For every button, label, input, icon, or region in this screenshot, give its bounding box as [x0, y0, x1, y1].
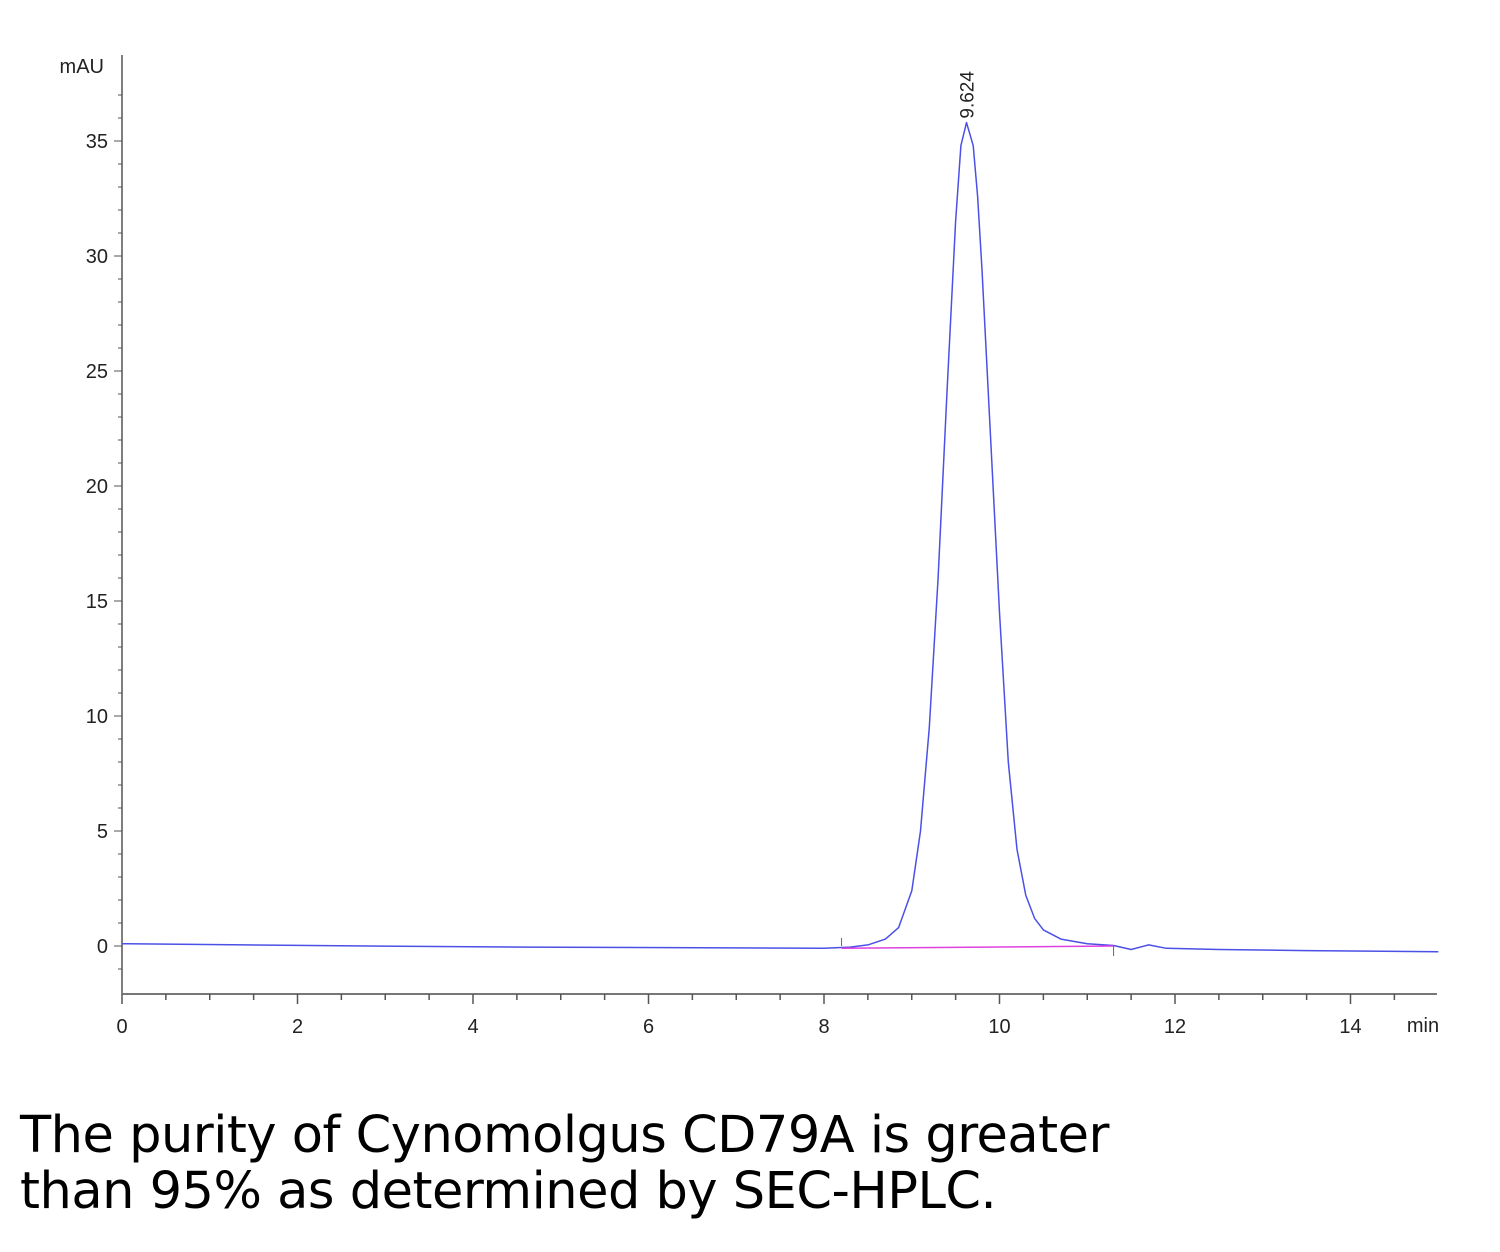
- x-tick-label: 2: [292, 1016, 303, 1038]
- chart-plot-area: 9.624: [121, 71, 1439, 956]
- figure-caption: The purity of Cynomolgus CD79A is greate…: [20, 1108, 1420, 1220]
- x-tick-label: 0: [116, 1016, 127, 1038]
- x-tick-label: 8: [818, 1016, 829, 1038]
- y-tick-label: 5: [97, 821, 108, 843]
- peak-label: 9.624: [958, 71, 979, 119]
- x-tick-label: 4: [467, 1016, 478, 1038]
- chromatogram-chart: 0 5 10 15 20 25 30 35 0 2 4 6 8 10 12 14 9.624 mAU min: [60, 55, 1439, 1038]
- caption-line-1: The purity of Cynomolgus CD79A is greate…: [20, 1106, 1110, 1165]
- caption-line-2: than 95% as determined by SEC-HPLC.: [20, 1162, 997, 1221]
- x-tick-label: 6: [643, 1016, 654, 1038]
- y-tick-label: 25: [86, 361, 108, 383]
- chromatogram-trace: [121, 121, 1439, 953]
- y-tick-label: 20: [86, 476, 108, 498]
- y-tick-label: 10: [86, 706, 108, 728]
- y-tick-label: 0: [97, 936, 108, 958]
- baseline-integration-line: [841, 945, 1114, 950]
- x-tick-label: 12: [1164, 1016, 1186, 1038]
- y-axis-label: mAU: [60, 56, 104, 78]
- y-tick-label: 30: [86, 246, 108, 268]
- x-tick-label: 10: [988, 1016, 1010, 1038]
- x-tick-label: 14: [1339, 1016, 1361, 1038]
- chart-axes: 0 5 10 15 20 25 30 35 0 2 4 6 8 10 12 14: [86, 55, 1437, 1038]
- y-tick-label: 15: [86, 591, 108, 613]
- y-tick-label: 35: [86, 131, 108, 153]
- x-axis-label: min: [1407, 1015, 1439, 1037]
